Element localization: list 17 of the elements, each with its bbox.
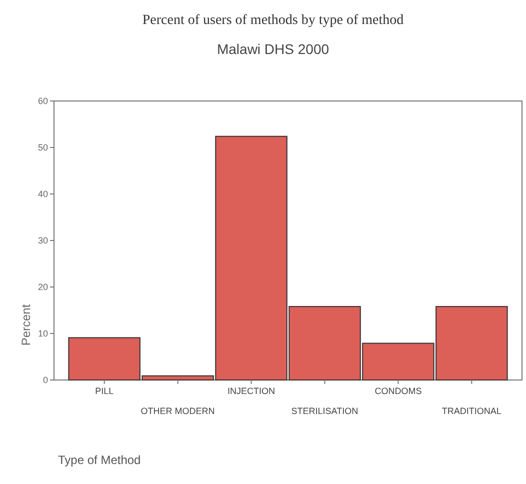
- y-tick-label: 20: [38, 282, 48, 292]
- y-tick-label: 30: [38, 236, 48, 246]
- chart-subtitle: Malawi DHS 2000: [216, 41, 330, 57]
- chart-title: Percent of users of methods by type of method: [142, 13, 404, 28]
- y-tick-label: 0: [42, 375, 48, 386]
- x-tick-label: OTHER MODERN: [140, 406, 215, 416]
- x-tick-label: STERILISATION: [291, 406, 358, 416]
- y-tick-label: 50: [38, 142, 48, 153]
- x-axis-title: Type of Method: [58, 453, 141, 467]
- y-tick-label: 60: [38, 96, 48, 106]
- x-tick-label: INJECTION: [228, 386, 276, 396]
- y-tick-label: 10: [38, 328, 48, 339]
- x-tick-label: CONDOMS: [374, 386, 422, 396]
- x-tick-label: PILL: [95, 386, 114, 396]
- y-tick-label: 40: [38, 189, 48, 200]
- y-axis-title: Percent: [19, 304, 33, 346]
- x-tick-label: TRADITIONAL: [442, 406, 502, 416]
